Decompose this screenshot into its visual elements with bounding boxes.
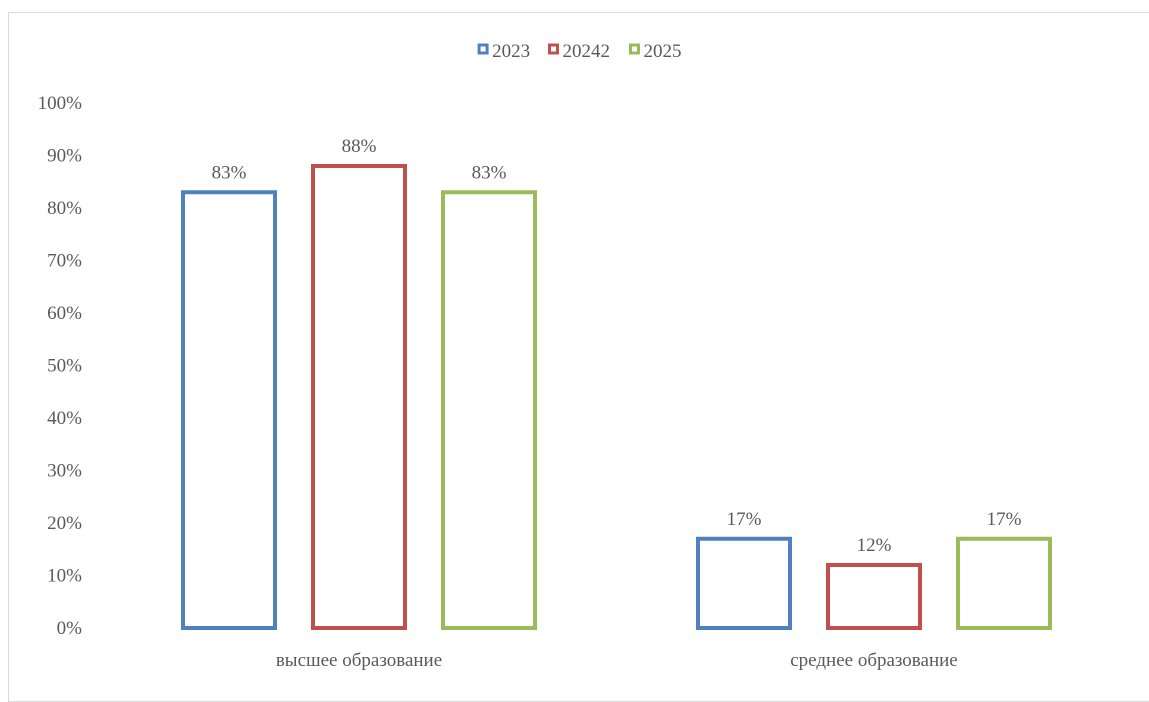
y-tick-label: 10%: [47, 566, 82, 587]
y-tick-label: 90%: [47, 146, 82, 167]
bar-20242-0: [311, 164, 407, 630]
legend-swatch-2025: [629, 43, 640, 55]
y-tick-label: 70%: [47, 251, 82, 272]
y-tick-label: 100%: [38, 93, 83, 114]
bar-2025-0: [441, 190, 537, 630]
x-category-label: высшее образование: [276, 650, 442, 671]
bars: [181, 164, 1052, 630]
y-axis: 0% 10% 20% 30% 40% 50% 60% 70% 80% 90% 100%: [38, 93, 83, 639]
x-axis: высшее образование среднее образование: [276, 650, 958, 671]
data-labels: 83% 17% 88% 12% 83% 17%: [212, 136, 1022, 556]
legend-swatch-2023: [477, 43, 489, 55]
y-tick-label: 50%: [47, 356, 82, 377]
data-label: 88%: [342, 136, 377, 157]
y-tick-label: 0%: [57, 618, 83, 639]
bar-2023-1: [696, 536, 792, 630]
data-label: 12%: [857, 535, 892, 556]
legend-label: 2023: [492, 41, 530, 62]
bar-2025-1: [956, 536, 1052, 630]
bar-chart: 2023 20242 2025 0% 10% 20% 30% 40% 50% 60% 70% 80%…: [38, 41, 1052, 671]
y-tick-label: 30%: [47, 461, 82, 482]
data-label: 83%: [212, 162, 247, 183]
y-tick-label: 60%: [47, 303, 82, 324]
y-tick-label: 20%: [47, 513, 82, 534]
bar-2023-0: [181, 190, 277, 630]
legend: 2023 20242 2025: [477, 41, 682, 62]
data-label: 17%: [727, 509, 762, 530]
legend-label: 20242: [563, 41, 611, 62]
data-label: 17%: [987, 509, 1022, 530]
y-tick-label: 40%: [47, 408, 82, 429]
legend-label: 2025: [644, 41, 682, 62]
legend-swatch-20242: [548, 43, 559, 55]
data-label: 83%: [472, 162, 507, 183]
y-tick-label: 80%: [47, 198, 82, 219]
x-category-label: среднее образование: [790, 650, 957, 671]
bar-20242-1: [826, 563, 922, 630]
